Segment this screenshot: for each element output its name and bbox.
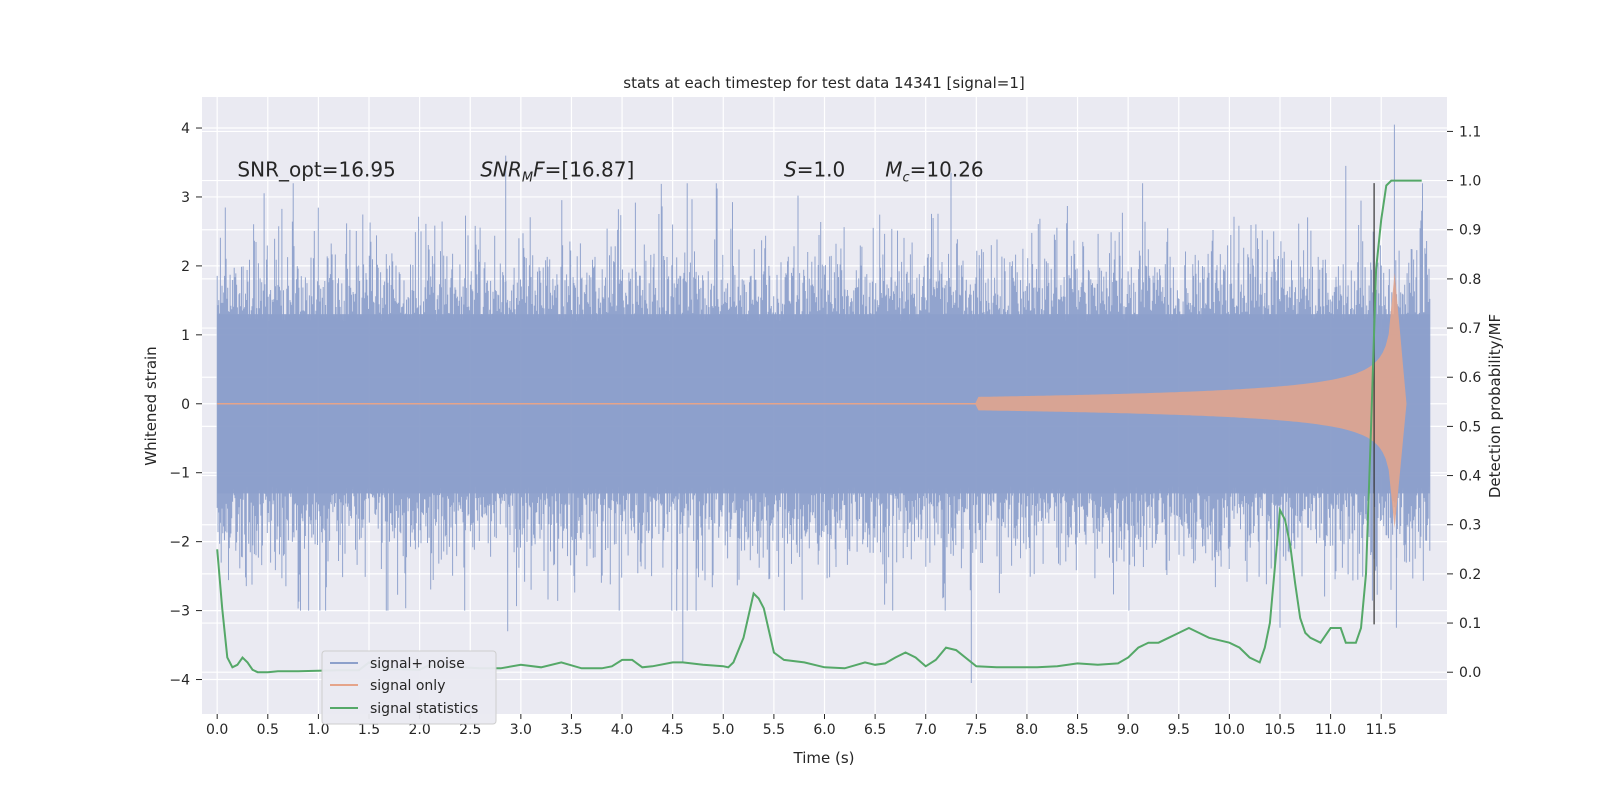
annotation-snr-opt: SNR_opt=16.95 xyxy=(237,157,395,181)
x-tick-label: 0.0 xyxy=(206,722,228,738)
y-left-tick-label: 0 xyxy=(181,397,190,413)
x-tick-label: 11.0 xyxy=(1315,722,1346,738)
y-left-tick-label: 4 xyxy=(181,121,190,137)
x-tick-label: 2.5 xyxy=(459,722,481,738)
y-axis-right-label: Detection probability/MF xyxy=(1486,314,1504,498)
y-left-tick-label: 2 xyxy=(181,259,190,275)
x-tick-label: 8.5 xyxy=(1066,722,1088,738)
y-right-tick-label: 0.4 xyxy=(1459,469,1481,485)
annotations: SNR_opt=16.95 SNRMF=[16.87] S=1.0 Mc=10.26 xyxy=(237,157,983,185)
annotation-mc-base: M xyxy=(885,157,902,181)
legend: signal+ noise signal only signal statist… xyxy=(321,650,497,725)
y-right-tick-label: 1.0 xyxy=(1459,174,1481,190)
y-right-tick-label: 0.6 xyxy=(1459,370,1481,386)
x-tick-label: 8.0 xyxy=(1016,722,1038,738)
x-tick-label: 4.0 xyxy=(611,722,633,738)
x-tick-label: 11.5 xyxy=(1366,722,1397,738)
y-axis-left-label: Whitened strain xyxy=(142,346,160,465)
annotation-snr-mf-sub: M xyxy=(522,170,533,185)
x-tick-label: 7.0 xyxy=(915,722,937,738)
x-tick-label: 0.5 xyxy=(257,722,279,738)
y-right-tick-label: 0.7 xyxy=(1459,321,1481,337)
annotation-s-base: S xyxy=(784,157,797,181)
x-tick-label: 5.5 xyxy=(763,722,785,738)
y-right-tick-label: 0.2 xyxy=(1459,567,1481,583)
x-tick-label: 5.0 xyxy=(712,722,734,738)
chart-title: stats at each timestep for test data 143… xyxy=(623,74,1024,92)
x-axis-ticks: 0.0 0.5 1.0 1.5 2.0 2.5 3.0 3.5 4.0 4.5 5.0 5.5 6.0 6… xyxy=(206,714,1397,738)
x-tick-label: 4.5 xyxy=(662,722,684,738)
y-axis-right-ticks: 1.1 1.0 0.9 0.8 0.7 0.6 0.5 0.4 0.3 0.2 0.1 0.0 xyxy=(1447,124,1481,681)
annotation-snr-mf-base: SNR xyxy=(480,157,522,181)
x-tick-label: 6.0 xyxy=(813,722,835,738)
signal-series xyxy=(217,272,1407,529)
x-tick-label: 6.5 xyxy=(864,722,886,738)
legend-label-signal: signal only xyxy=(370,678,445,694)
legend-label-stats: signal statistics xyxy=(370,701,478,717)
x-tick-label: 3.0 xyxy=(510,722,532,738)
annotation-s-value: =1.0 xyxy=(797,157,846,181)
y-left-tick-label: 3 xyxy=(181,190,190,206)
y-right-tick-label: 0.8 xyxy=(1459,272,1481,288)
y-axis-left-ticks: 4 3 2 1 0 −1 −2 −3 −4 xyxy=(169,121,202,689)
legend-label-noise: signal+ noise xyxy=(370,656,465,672)
annotation-s: S=1.0 xyxy=(784,157,845,181)
annotation-snr-mf-value: =[16.87] xyxy=(545,157,635,181)
annotation-mc-value: =10.26 xyxy=(910,157,984,181)
y-left-tick-label: −2 xyxy=(169,535,190,551)
y-right-tick-label: 0.1 xyxy=(1459,616,1481,632)
y-right-tick-label: 0.5 xyxy=(1459,419,1481,435)
y-left-tick-label: 1 xyxy=(181,328,190,344)
x-axis-label: Time (s) xyxy=(793,749,855,767)
x-tick-label: 2.0 xyxy=(408,722,430,738)
y-right-tick-label: 0.0 xyxy=(1459,665,1481,681)
x-tick-label: 9.0 xyxy=(1117,722,1139,738)
x-tick-label: 7.5 xyxy=(965,722,987,738)
x-tick-label: 1.0 xyxy=(307,722,329,738)
y-left-tick-label: −1 xyxy=(169,466,190,482)
y-left-tick-label: −3 xyxy=(169,604,190,620)
signal-envelope xyxy=(217,272,1407,529)
annotation-mc: Mc=10.26 xyxy=(885,157,983,185)
x-tick-label: 10.5 xyxy=(1264,722,1295,738)
annotation-snr-mf: SNRMF=[16.87] xyxy=(480,157,634,185)
y-left-tick-label: −4 xyxy=(169,673,190,689)
x-tick-label: 1.5 xyxy=(358,722,380,738)
y-right-tick-label: 0.9 xyxy=(1459,223,1481,239)
y-right-tick-label: 0.3 xyxy=(1459,518,1481,534)
x-tick-label: 3.5 xyxy=(560,722,582,738)
annotation-mc-sub: c xyxy=(902,170,909,185)
legend-box xyxy=(321,650,497,725)
x-tick-label: 9.5 xyxy=(1168,722,1190,738)
annotation-snr-mf-f: F xyxy=(533,157,545,181)
x-tick-label: 10.0 xyxy=(1214,722,1245,738)
y-right-tick-label: 1.1 xyxy=(1459,124,1481,140)
